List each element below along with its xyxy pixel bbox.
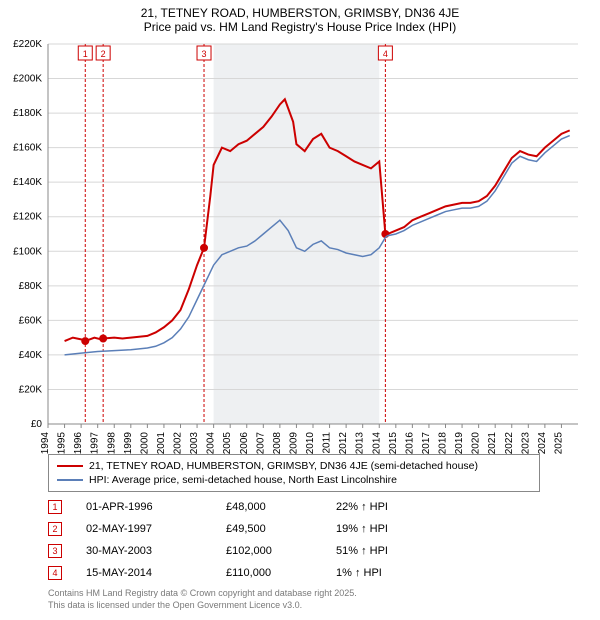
event-pct: 1% ↑ HPI	[336, 567, 436, 579]
event-price: £48,000	[226, 501, 336, 513]
title-line-2: Price paid vs. HM Land Registry's House …	[144, 20, 456, 34]
svg-text:2020: 2020	[471, 432, 482, 455]
svg-text:2016: 2016	[404, 432, 415, 455]
svg-text:£120K: £120K	[13, 212, 42, 223]
svg-text:£80K: £80K	[19, 281, 43, 292]
table-row: 3 30-MAY-2003 £102,000 51% ↑ HPI	[48, 540, 436, 562]
svg-text:£180K: £180K	[13, 108, 42, 119]
svg-text:3: 3	[202, 49, 207, 59]
svg-text:1995: 1995	[57, 432, 68, 455]
table-row: 2 02-MAY-1997 £49,500 19% ↑ HPI	[48, 518, 436, 540]
event-marker-3: 3	[48, 544, 62, 558]
event-price: £102,000	[226, 545, 336, 557]
legend-item: HPI: Average price, semi-detached house,…	[57, 473, 531, 487]
svg-text:2010: 2010	[305, 432, 316, 455]
svg-text:£0: £0	[31, 419, 43, 430]
svg-text:1998: 1998	[106, 432, 117, 455]
svg-text:2: 2	[101, 49, 106, 59]
svg-text:2013: 2013	[355, 432, 366, 455]
legend-item: 21, TETNEY ROAD, HUMBERSTON, GRIMSBY, DN…	[57, 459, 531, 473]
event-pct: 19% ↑ HPI	[336, 523, 436, 535]
svg-text:1: 1	[83, 49, 88, 59]
svg-text:1997: 1997	[90, 432, 101, 455]
title-line-1: 21, TETNEY ROAD, HUMBERSTON, GRIMSBY, DN…	[141, 6, 460, 20]
svg-text:2009: 2009	[288, 432, 299, 455]
svg-text:2015: 2015	[388, 432, 399, 455]
footer-line-2: This data is licensed under the Open Gov…	[48, 600, 302, 610]
svg-text:£140K: £140K	[13, 177, 42, 188]
svg-text:2003: 2003	[189, 432, 200, 455]
svg-text:£160K: £160K	[13, 143, 42, 154]
svg-text:2002: 2002	[173, 432, 184, 455]
legend-label: 21, TETNEY ROAD, HUMBERSTON, GRIMSBY, DN…	[89, 460, 478, 472]
event-date: 30-MAY-2003	[86, 545, 226, 557]
svg-text:£20K: £20K	[19, 384, 43, 395]
footer-line-1: Contains HM Land Registry data © Crown c…	[48, 588, 357, 598]
svg-text:2000: 2000	[139, 432, 150, 455]
svg-text:2008: 2008	[272, 432, 283, 455]
event-marker-4: 4	[48, 566, 62, 580]
svg-text:£220K: £220K	[13, 39, 42, 50]
event-date: 15-MAY-2014	[86, 567, 226, 579]
svg-text:2012: 2012	[338, 432, 349, 455]
svg-text:2018: 2018	[438, 432, 449, 455]
svg-text:2023: 2023	[520, 432, 531, 455]
event-date: 02-MAY-1997	[86, 523, 226, 535]
svg-text:2001: 2001	[156, 432, 167, 455]
legend-label: HPI: Average price, semi-detached house,…	[89, 474, 397, 486]
svg-text:2011: 2011	[322, 432, 333, 454]
event-marker-1: 1	[48, 500, 62, 514]
svg-text:1994: 1994	[40, 432, 51, 455]
event-price: £49,500	[226, 523, 336, 535]
svg-text:2025: 2025	[553, 432, 564, 455]
event-pct: 51% ↑ HPI	[336, 545, 436, 557]
table-row: 1 01-APR-1996 £48,000 22% ↑ HPI	[48, 496, 436, 518]
event-pct: 22% ↑ HPI	[336, 501, 436, 513]
svg-text:2006: 2006	[239, 432, 250, 455]
svg-text:2014: 2014	[371, 432, 382, 455]
svg-text:1996: 1996	[73, 432, 84, 455]
svg-text:4: 4	[383, 49, 388, 59]
svg-text:£60K: £60K	[19, 315, 43, 326]
svg-text:2017: 2017	[421, 432, 432, 455]
legend-swatch	[57, 479, 83, 481]
legend: 21, TETNEY ROAD, HUMBERSTON, GRIMSBY, DN…	[48, 454, 540, 492]
event-date: 01-APR-1996	[86, 501, 226, 513]
event-marker-2: 2	[48, 522, 62, 536]
svg-text:2007: 2007	[255, 432, 266, 455]
svg-text:2005: 2005	[222, 432, 233, 455]
chart-title: 21, TETNEY ROAD, HUMBERSTON, GRIMSBY, DN…	[0, 0, 600, 34]
attribution-footer: Contains HM Land Registry data © Crown c…	[48, 588, 357, 611]
svg-text:2024: 2024	[537, 432, 548, 455]
svg-text:2019: 2019	[454, 432, 465, 455]
line-chart: £0£20K£40K£60K£80K£100K£120K£140K£160K£1…	[48, 44, 578, 424]
svg-text:£200K: £200K	[13, 74, 42, 85]
svg-text:£40K: £40K	[19, 350, 43, 361]
table-row: 4 15-MAY-2014 £110,000 1% ↑ HPI	[48, 562, 436, 584]
svg-text:2022: 2022	[504, 432, 515, 455]
events-table: 1 01-APR-1996 £48,000 22% ↑ HPI 2 02-MAY…	[48, 496, 436, 584]
event-price: £110,000	[226, 567, 336, 579]
legend-swatch	[57, 465, 83, 467]
chart-container: 21, TETNEY ROAD, HUMBERSTON, GRIMSBY, DN…	[0, 0, 600, 620]
svg-text:£100K: £100K	[13, 246, 42, 257]
svg-text:1999: 1999	[123, 432, 134, 455]
svg-text:2021: 2021	[487, 432, 498, 455]
chart-area: £0£20K£40K£60K£80K£100K£120K£140K£160K£1…	[48, 44, 578, 424]
svg-text:2004: 2004	[206, 432, 217, 455]
